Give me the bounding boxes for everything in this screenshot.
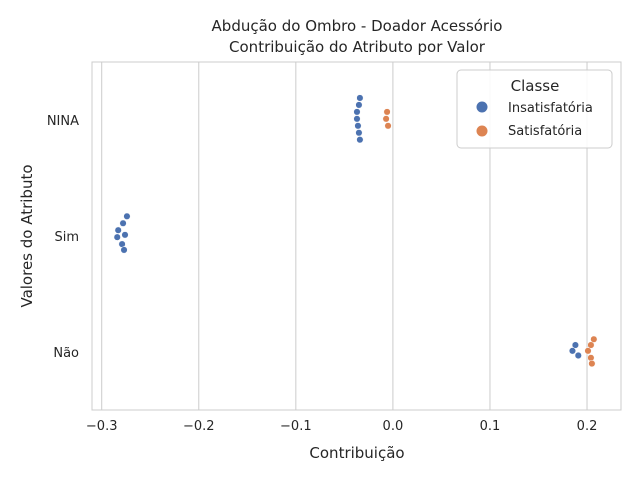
data-point: [568, 347, 577, 355]
data-point: [114, 226, 122, 234]
legend-title: Classe: [511, 77, 560, 95]
legend-entry-insatisfatoria: Insatisfatória: [476, 101, 593, 116]
data-point: [353, 115, 361, 123]
data-point: [584, 347, 592, 355]
legend-label-insatisfatoria: Insatisfatória: [508, 101, 593, 116]
data-point: [590, 335, 598, 343]
legend-box: [456, 69, 613, 149]
data-point: [121, 231, 129, 239]
data-point: [354, 122, 362, 130]
y-axis-label: Valores do Atributo: [18, 164, 36, 307]
legend-entry-satisfatoria: Satisfatória: [476, 124, 582, 139]
x-tick-labels: −0.3 −0.2 −0.1 0.0 0.1 0.2: [86, 419, 597, 434]
y-tick-label: Não: [53, 346, 79, 361]
data-point: [355, 129, 363, 137]
data-point: [353, 108, 361, 116]
x-tick-label: 0.2: [577, 419, 598, 434]
data-point: [356, 136, 364, 144]
legend-marker-satisfatoria: [476, 125, 488, 137]
data-point: [383, 108, 391, 116]
x-axis-label: Contribuição: [309, 444, 404, 462]
legend: Classe Insatisfatória Satisfatória: [456, 69, 613, 149]
data-point: [123, 212, 131, 220]
y-tick-label: NINA: [47, 114, 79, 129]
data-point: [120, 246, 128, 254]
legend-marker-insatisfatoria: [476, 101, 488, 113]
data-point: [587, 354, 595, 362]
data-point: [588, 360, 596, 368]
x-tick-label: −0.3: [86, 419, 118, 434]
data-point: [356, 94, 364, 102]
data-point: [382, 115, 390, 123]
data-point: [119, 219, 127, 227]
plot-frame: [91, 61, 622, 411]
data-points: [113, 94, 598, 368]
data-point: [113, 233, 121, 241]
data-point: [574, 351, 582, 360]
chart-title-line-1: Abdução do Ombro - Doador Acessório: [212, 17, 503, 35]
x-tick-label: −0.2: [183, 419, 215, 434]
data-point: [587, 341, 595, 349]
x-tick-label: 0.1: [480, 419, 501, 434]
legend-label-satisfatoria: Satisfatória: [508, 124, 582, 139]
y-tick-label: Sim: [54, 230, 79, 245]
data-point: [355, 101, 363, 109]
y-tick-labels: NINA Sim Não: [47, 114, 79, 361]
data-point: [571, 341, 579, 349]
x-tick-label: 0.0: [383, 419, 404, 434]
data-point: [384, 122, 392, 130]
x-tick-label: −0.1: [280, 419, 312, 434]
chart-title-line-2: Contribuição do Atributo por Valor: [229, 38, 486, 56]
